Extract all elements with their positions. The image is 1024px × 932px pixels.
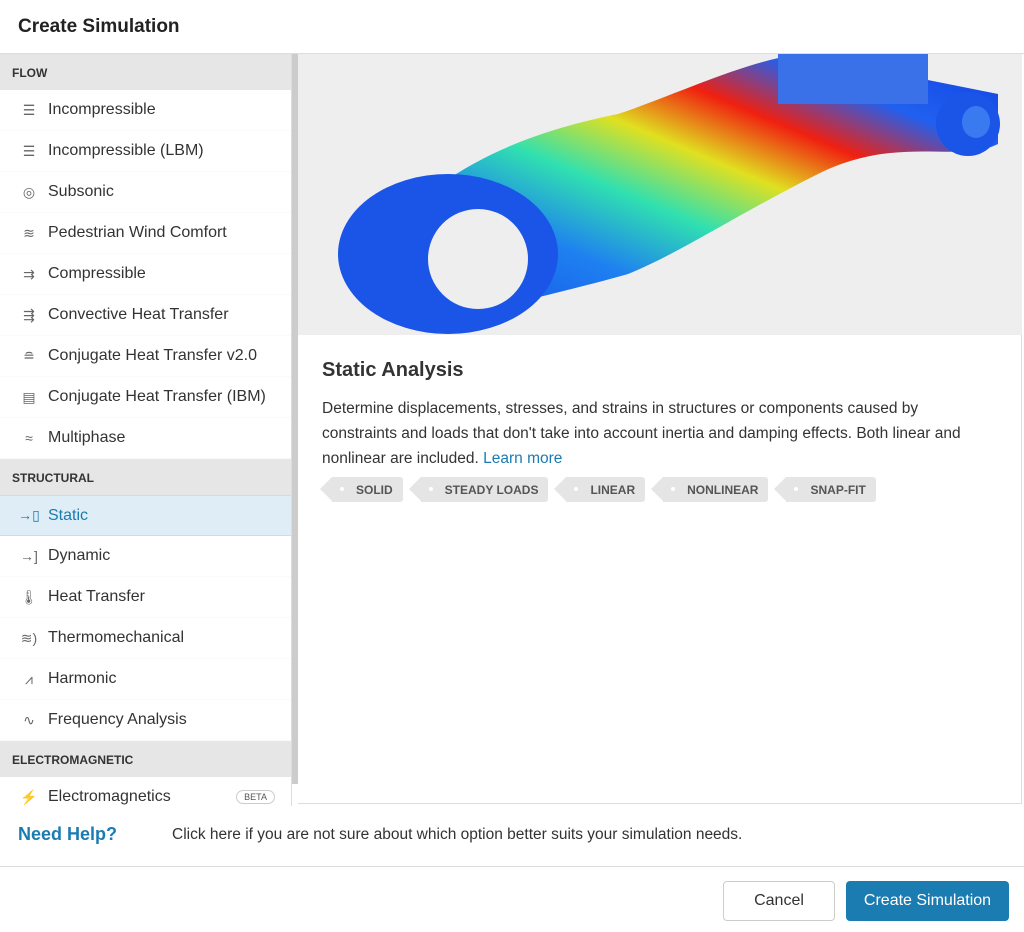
compress-arrows-icon: ⇉ <box>23 265 35 282</box>
dialog-footer: Cancel Create Simulation <box>0 866 1024 932</box>
beta-badge: BETA <box>236 790 275 804</box>
item-label: Incompressible (LBM) <box>48 142 204 159</box>
convective-icon: ⇶ <box>23 306 35 323</box>
conjugate-ibm-icon: ▤ <box>22 388 36 405</box>
item-label: Frequency Analysis <box>48 711 187 728</box>
tag: STEADY LOADS <box>408 477 549 502</box>
sidebar-item-frequency-analysis[interactable]: ∿ Frequency Analysis <box>0 700 291 741</box>
item-label: Pedestrian Wind Comfort <box>48 224 227 241</box>
item-label: Conjugate Heat Transfer v2.0 <box>48 347 258 364</box>
item-label: Incompressible <box>48 101 156 118</box>
sidebar-scrollbar[interactable] <box>292 54 298 784</box>
sidebar-item-multiphase[interactable]: ≈ Multiphase <box>0 418 291 459</box>
detail-panel: Static Analysis Determine displacements,… <box>298 54 1022 804</box>
item-label: Subsonic <box>48 183 114 200</box>
item-label: Compressible <box>48 265 146 282</box>
sidebar-item-thermomechanical[interactable]: ≋) Thermomechanical <box>0 618 291 659</box>
simulation-description: Determine displacements, stresses, and s… <box>322 396 997 471</box>
item-label: Heat Transfer <box>48 588 145 605</box>
sidebar-item-heat-transfer[interactable]: 🌡︎ Heat Transfer <box>0 577 291 618</box>
arrow-spring-icon: →] <box>20 548 38 564</box>
electromagnetic-icon: ⚡ <box>20 788 38 805</box>
turbine-icon: ◎ <box>22 183 36 200</box>
tag-list: SOLID STEADY LOADS LINEAR NONLINEAR SNAP… <box>320 477 997 502</box>
sidebar-item-conjugate-heat-transfer-ibm[interactable]: ▤ Conjugate Heat Transfer (IBM) <box>0 377 291 418</box>
cancel-button[interactable]: Cancel <box>723 881 835 921</box>
simulation-title: Static Analysis <box>322 359 464 381</box>
pulse-icon: ⩘ <box>25 670 33 687</box>
sidebar-item-incompressible-lbm[interactable]: ☰ Incompressible (LBM) <box>0 131 291 172</box>
dialog-header: Create Simulation <box>0 0 1024 54</box>
lines-icon: ☰ <box>22 142 36 159</box>
sidebar-item-harmonic[interactable]: ⩘ Harmonic <box>0 659 291 700</box>
tag: LINEAR <box>554 477 646 502</box>
item-label: Convective Heat Transfer <box>48 306 229 323</box>
sidebar-item-dynamic[interactable]: →] Dynamic <box>0 536 291 577</box>
dialog-title: Create Simulation <box>18 16 180 37</box>
item-label: Dynamic <box>48 547 111 564</box>
tag: SNAP-FIT <box>774 477 876 502</box>
simulation-preview-image <box>298 54 1022 335</box>
sidebar-item-compressible[interactable]: ⇉ Compressible <box>0 254 291 295</box>
description-text: Determine displacements, stresses, and s… <box>322 400 961 467</box>
waves-icon: ≈ <box>25 430 33 446</box>
sidebar-item-static[interactable]: →▯ Static <box>0 495 291 536</box>
sidebar-item-incompressible[interactable]: ☰ Incompressible <box>0 90 291 131</box>
sidebar-item-electromagnetics[interactable]: ⚡ Electromagnetics BETA <box>0 777 291 806</box>
simulation-type-list: FLOW ☰ Incompressible ☰ Incompressible (LB… <box>0 54 292 806</box>
need-help-link[interactable]: Need Help? <box>18 824 118 844</box>
section-electromagnetic: ELECTROMAGNETIC <box>0 741 291 777</box>
arrow-block-icon: →▯ <box>18 507 40 523</box>
item-label: Multiphase <box>48 429 126 446</box>
thermometer-icon: 🌡︎ <box>20 588 38 605</box>
sidebar-item-pedestrian-wind-comfort[interactable]: ≋ Pedestrian Wind Comfort <box>0 213 291 254</box>
sidebar-item-conjugate-heat-transfer-v2[interactable]: ≘ Conjugate Heat Transfer v2.0 <box>0 336 291 377</box>
help-text[interactable]: Click here if you are not sure about whi… <box>172 825 743 843</box>
item-label: Electromagnetics <box>48 788 171 805</box>
item-label: Thermomechanical <box>48 629 185 646</box>
sidebar-item-subsonic[interactable]: ◎ Subsonic <box>0 172 291 213</box>
create-simulation-button[interactable]: Create Simulation <box>846 881 1009 921</box>
wind-icon: ≋ <box>23 224 35 241</box>
thermomechanical-icon: ≋) <box>20 629 38 646</box>
item-label: Static <box>48 506 89 524</box>
conjugate-icon: ≘ <box>23 347 35 364</box>
learn-more-link[interactable]: Learn more <box>483 450 563 467</box>
sine-wave-icon: ∿ <box>23 711 35 728</box>
lines-icon: ☰ <box>22 101 36 118</box>
item-label: Harmonic <box>48 670 117 687</box>
section-flow: FLOW <box>0 54 291 90</box>
tag: NONLINEAR <box>651 477 769 502</box>
item-label: Conjugate Heat Transfer (IBM) <box>48 388 266 405</box>
tag: SOLID <box>320 477 403 502</box>
section-structural: STRUCTURAL <box>0 459 291 495</box>
help-row[interactable]: Need Help? Click here if you are not sur… <box>18 824 742 845</box>
sidebar-item-convective-heat-transfer[interactable]: ⇶ Convective Heat Transfer <box>0 295 291 336</box>
